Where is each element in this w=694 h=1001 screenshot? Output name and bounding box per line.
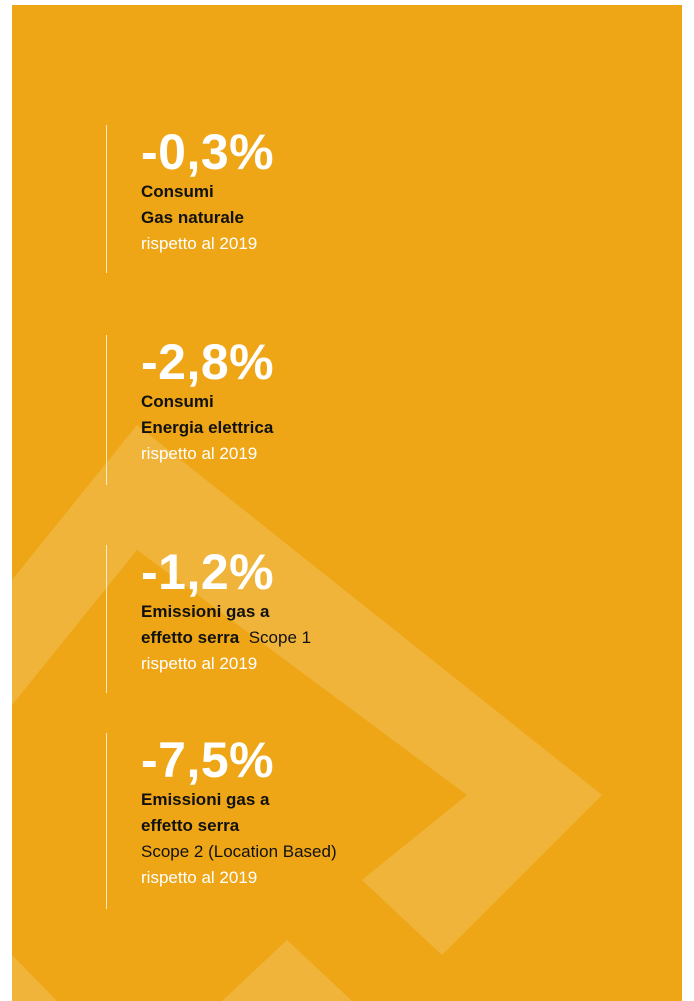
stat-value: -7,5%: [141, 732, 275, 788]
stat-label: effetto serra: [141, 816, 240, 835]
stat-scope: Scope 2 (Location Based): [141, 842, 337, 861]
background-shapes: [12, 425, 602, 1001]
stat-label: Emissioni gas a: [141, 790, 270, 809]
stat-label: effetto serra: [141, 628, 240, 647]
chevron: [222, 940, 352, 1001]
stat-value: -2,8%: [141, 334, 275, 390]
stat-value: -0,3%: [141, 124, 275, 180]
stat-label: Consumi: [141, 182, 214, 201]
panel: -0,3% Consumi Gas naturale rispetto al 2…: [12, 5, 682, 1001]
stat-label: Consumi: [141, 392, 214, 411]
stat-comparison: rispetto al 2019: [141, 868, 258, 887]
chevron: [12, 425, 602, 955]
stat-item: -0,3% Consumi Gas naturale rispetto al 2…: [106, 125, 274, 273]
stat-comparison: rispetto al 2019: [141, 444, 258, 463]
stat-item: -2,8% Consumi Energia elettrica rispetto…: [106, 335, 274, 485]
stat-label: Gas naturale: [141, 208, 244, 227]
stat-label: Emissioni gas a: [141, 602, 270, 621]
chevron: [12, 955, 57, 1001]
stat-label: effetto serra Scope 1: [141, 625, 311, 651]
stat-comparison: rispetto al 2019: [141, 234, 258, 253]
stat-label: Energia elettrica: [141, 418, 274, 437]
stat-scope: Scope 1: [248, 628, 312, 647]
stat-value: -1,2%: [141, 544, 275, 600]
stat-comparison: rispetto al 2019: [141, 654, 258, 673]
stat-item: -7,5% Emissioni gas a effetto serra Scop…: [106, 733, 337, 909]
stat-item: -1,2% Emissioni gas a effetto serra Scop…: [106, 545, 311, 693]
